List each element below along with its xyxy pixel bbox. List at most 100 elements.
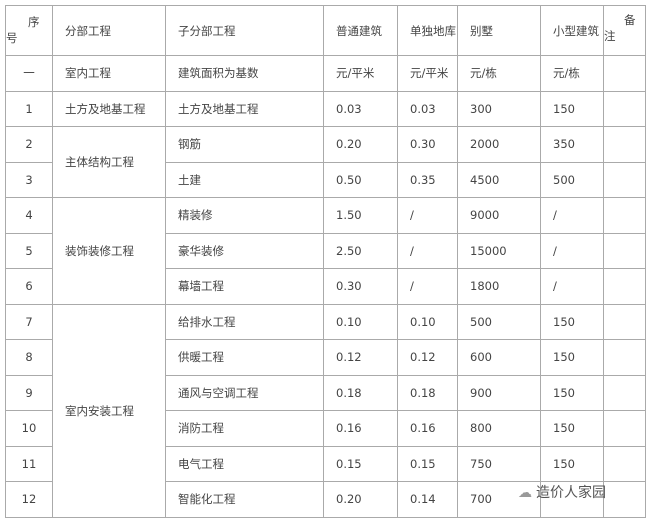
row-seq: 4 [5,197,53,234]
table-row: 2 主体结构工程 钢筋 0.20 0.30 2000 350 [5,126,646,198]
row-c3: 600 [457,339,541,376]
row-c1: 2.50 [323,232,398,269]
row-c2: / [397,197,458,234]
row-subdivision: 通风与空调工程 [165,374,324,411]
row-note [603,410,646,447]
row-subdivision: 消防工程 [165,410,324,447]
row-c1: 1.50 [323,197,398,234]
row-subdivision: 豪华装修 [165,232,324,269]
row-c2: 0.35 [397,161,458,198]
watermark: ☁ 造价人家园 [518,482,606,502]
row-seq: 8 [5,339,53,376]
header-c2: 单独地库 [397,5,458,56]
row-seq: 3 [5,161,53,198]
row-c4: / [540,197,604,234]
row-c2: 0.14 [397,481,458,518]
row-c1: 0.16 [323,410,398,447]
row-subdivision: 供暖工程 [165,339,324,376]
row-subdivision: 智能化工程 [165,481,324,518]
row-seq: 7 [5,303,53,340]
row-c1: 0.03 [323,90,398,127]
row-c3: 9000 [457,197,541,234]
table-row: 3 土建 0.50 0.35 4500 500 [5,161,646,198]
section-division: 室内工程 [52,55,166,92]
header-note: 备注 [603,5,646,56]
header-c4: 小型建筑 [540,5,604,56]
row-subdivision: 精装修 [165,197,324,234]
row-c1: 0.18 [323,374,398,411]
section-c4: 元/栋 [540,55,604,92]
row-seq: 10 [5,410,53,447]
row-c4: 150 [540,374,604,411]
cost-table: 序号 分部工程 子分部工程 普通建筑 单独地库 别墅 小型建筑 备注 一 室内工… [5,5,646,518]
row-c3: 800 [457,410,541,447]
row-c3: 900 [457,374,541,411]
seq-label-a: 序 [28,15,40,29]
row-c3: 700 [457,481,541,518]
row-c4: 150 [540,303,604,340]
watermark-text: 造价人家园 [536,485,606,501]
row-seq: 11 [5,445,53,482]
row-division: 装饰装修工程 [52,197,166,305]
row-c4: 150 [540,90,604,127]
header-c1: 普通建筑 [323,5,398,56]
header-subdivision: 子分部工程 [165,5,324,56]
row-c4: 350 [540,126,604,163]
row-c2: 0.10 [397,303,458,340]
row-c2: / [397,232,458,269]
row-c4: / [540,232,604,269]
row-c1: 0.10 [323,303,398,340]
header-row: 序号 分部工程 子分部工程 普通建筑 单独地库 别墅 小型建筑 备注 [5,5,646,56]
section-c2: 元/平米 [397,55,458,92]
row-seq: 12 [5,481,53,518]
wechat-icon: ☁ [518,485,532,501]
row-division: 主体结构工程 [52,126,166,198]
row-c4: 500 [540,161,604,198]
row-note [603,481,646,518]
row-c3: 300 [457,90,541,127]
row-c2: 0.30 [397,126,458,163]
row-note [603,161,646,198]
row-subdivision: 土方及地基工程 [165,90,324,127]
row-note [603,445,646,482]
row-c4 [540,481,604,518]
row-c1: 0.30 [323,268,398,305]
table-row: 1 土方及地基工程 土方及地基工程 0.03 0.03 300 150 [5,90,646,127]
table-row: 7 室内安装工程 给排水工程 0.10 0.10 500 150 [5,303,646,518]
row-c2: 0.16 [397,410,458,447]
table-row: 9 通风与空调工程 0.18 0.18 900 150 [5,374,646,411]
row-note [603,126,646,163]
section-row: 一 室内工程 建筑面积为基数 元/平米 元/平米 元/栋 元/栋 [5,55,646,92]
row-seq: 9 [5,374,53,411]
row-c1: 0.20 [323,126,398,163]
note-label-a: 备 [624,13,636,27]
section-c3: 元/栋 [457,55,541,92]
row-note [603,197,646,234]
seq-label-b: 号 [6,31,18,45]
row-c3: 15000 [457,232,541,269]
row-c3: 750 [457,445,541,482]
row-subdivision: 钢筋 [165,126,324,163]
row-c4: 150 [540,410,604,447]
table-row: 4 装饰装修工程 精装修 1.50/9000/ [5,197,646,305]
header-c3: 别墅 [457,5,541,56]
section-note [603,55,646,92]
row-seq: 6 [5,268,53,305]
row-subdivision: 给排水工程 [165,303,324,340]
row-subdivision: 电气工程 [165,445,324,482]
row-note [603,303,646,340]
row-c3: 4500 [457,161,541,198]
row-seq: 5 [5,232,53,269]
row-subdivision: 土建 [165,161,324,198]
header-seq: 序号 [5,5,53,56]
row-note [603,90,646,127]
row-c2: 0.15 [397,445,458,482]
row-c1: 0.20 [323,481,398,518]
row-note [603,268,646,305]
row-c4: 150 [540,445,604,482]
row-c4: / [540,268,604,305]
header-division: 分部工程 [52,5,166,56]
section-c1: 元/平米 [323,55,398,92]
table-row: 6 幕墙工程 0.30/1800/ [5,268,646,305]
row-note [603,339,646,376]
